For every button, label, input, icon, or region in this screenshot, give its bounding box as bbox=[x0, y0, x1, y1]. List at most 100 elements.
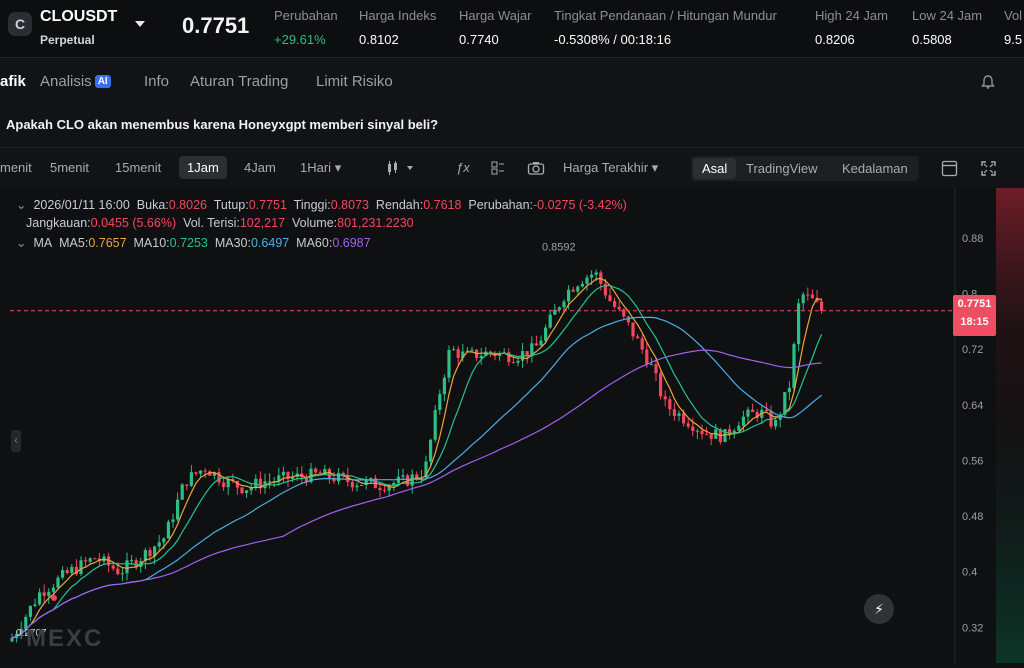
stat-label: Vol bbox=[1004, 8, 1023, 23]
candle-body bbox=[649, 364, 653, 366]
candle-body bbox=[654, 364, 658, 374]
ma-title: MA bbox=[33, 236, 53, 250]
candle-body bbox=[93, 558, 97, 560]
range-value: 0.0455 (5.66%) bbox=[90, 216, 177, 230]
indicator-icon[interactable]: ƒx bbox=[456, 160, 470, 175]
candle-body bbox=[38, 592, 42, 605]
panel-layout-icon[interactable] bbox=[941, 160, 958, 177]
interval-1h[interactable]: 1Jam bbox=[179, 156, 227, 179]
candle-body bbox=[511, 362, 515, 364]
view-depth[interactable]: Kedalaman bbox=[842, 161, 908, 176]
interval-1d-label: 1Hari bbox=[300, 160, 332, 175]
stat-change: Perubahan +29.61% bbox=[274, 8, 338, 47]
candle-body bbox=[705, 434, 709, 436]
y-tick-label: 0.4 bbox=[962, 567, 977, 579]
candle-body bbox=[74, 566, 78, 574]
ohlc-line-2: Jangkauan:0.0455 (5.66%) Vol. Terisi:102… bbox=[16, 214, 627, 232]
candle-body bbox=[70, 566, 74, 573]
candle-body bbox=[700, 430, 704, 435]
candle-body bbox=[176, 499, 180, 520]
close-value: 0.7751 bbox=[248, 198, 287, 212]
candle-body bbox=[442, 377, 446, 395]
tab-chart[interactable]: afik bbox=[0, 73, 26, 90]
stat-value: 0.5808 bbox=[912, 32, 952, 47]
candle-body bbox=[447, 349, 451, 378]
price-type-select[interactable]: Harga Terakhir ▾ bbox=[563, 160, 659, 175]
view-tradingview[interactable]: TradingView bbox=[746, 161, 818, 176]
candle-body bbox=[516, 360, 520, 363]
interval-15m[interactable]: 15menit bbox=[115, 160, 162, 175]
tab-trading-rules[interactable]: Aturan Trading bbox=[190, 73, 289, 90]
bell-icon[interactable] bbox=[980, 74, 996, 90]
low-marker-label: 0.2707 bbox=[16, 628, 47, 639]
candle-body bbox=[452, 349, 456, 351]
tab-info[interactable]: Info bbox=[144, 73, 170, 90]
candle-body bbox=[539, 340, 543, 346]
symbol-name[interactable]: CLOUSDT bbox=[40, 8, 118, 25]
view-original[interactable]: Asal bbox=[693, 158, 737, 179]
candle-type-icon[interactable] bbox=[386, 160, 416, 176]
stat-label: Tingkat Pendanaan / Hitungan Mundur bbox=[554, 8, 777, 23]
candle-body bbox=[723, 429, 727, 442]
candle-body bbox=[686, 423, 690, 427]
bar-time: 2026/01/11 16:00 bbox=[33, 198, 130, 212]
candle-body bbox=[810, 294, 814, 299]
interval-5m[interactable]: 5menit bbox=[50, 160, 90, 175]
interval-1d[interactable]: 1Hari ▾ bbox=[300, 160, 342, 175]
y-tick-label: 0.56 bbox=[962, 455, 983, 467]
candle-body bbox=[410, 474, 414, 486]
stat-funding-rate: Tingkat Pendanaan / Hitungan Mundur -0.5… bbox=[554, 8, 777, 47]
candle-body bbox=[507, 352, 511, 363]
ma30-value: 0.6497 bbox=[250, 236, 290, 250]
tab-risk-limit[interactable]: Limit Risiko bbox=[316, 73, 393, 90]
stat-volume: Vol 9.5 bbox=[1004, 8, 1024, 47]
candle-body bbox=[672, 409, 676, 416]
y-tick-label: 0.88 bbox=[962, 233, 983, 245]
volume-label: Volume: bbox=[291, 216, 338, 230]
candle-body bbox=[281, 471, 285, 476]
candle-body bbox=[806, 294, 810, 296]
candle-body bbox=[553, 309, 557, 315]
candle-body bbox=[332, 478, 336, 482]
candle-body bbox=[33, 604, 37, 606]
candle-body bbox=[622, 309, 626, 317]
layout-icon[interactable] bbox=[490, 160, 506, 176]
ma60-line bbox=[11, 349, 822, 639]
contract-type: Perpetual bbox=[40, 33, 95, 47]
high-label: Tinggi: bbox=[293, 198, 331, 212]
symbol-dropdown-icon[interactable] bbox=[133, 18, 147, 30]
tab-analysis[interactable]: Analisis AI bbox=[40, 73, 111, 90]
candle-body bbox=[626, 316, 630, 323]
candle-body bbox=[360, 484, 364, 486]
candle-body bbox=[291, 476, 295, 479]
ticker-header: C CLOUSDT Perpetual 0.7751 Perubahan +29… bbox=[0, 0, 1024, 58]
candle-body bbox=[10, 638, 14, 642]
stat-label: Harga Indeks bbox=[359, 8, 437, 23]
candle-body bbox=[143, 549, 147, 562]
stat-high-24h: High 24 Jam 0.8206 bbox=[815, 8, 888, 47]
candle-body bbox=[663, 396, 667, 400]
interval-4h[interactable]: 4Jam bbox=[244, 160, 276, 175]
filled-value: 102,217 bbox=[239, 216, 286, 230]
y-tick-label: 0.72 bbox=[962, 344, 983, 356]
y-tick-label: 0.32 bbox=[962, 622, 983, 634]
candle-body bbox=[636, 336, 640, 339]
interval-1m[interactable]: menit bbox=[0, 160, 32, 175]
candle-body bbox=[61, 570, 65, 578]
candle-body bbox=[709, 434, 713, 439]
candle-body bbox=[787, 388, 791, 393]
candle-body bbox=[668, 399, 672, 410]
fullscreen-icon[interactable] bbox=[980, 160, 997, 177]
collapse-left-icon[interactable]: ‹ bbox=[11, 430, 21, 452]
kline-chart[interactable]: 0.880.80.720.640.560.480.40.320.24 0.859… bbox=[0, 188, 1024, 663]
ma30-label: MA30: bbox=[214, 236, 251, 250]
candlestick-chart[interactable]: 0.880.80.720.640.560.480.40.320.24 0.859… bbox=[0, 188, 1024, 663]
candle-body bbox=[268, 481, 272, 483]
info-tabs: afik Analisis AI Info Aturan Trading Limi… bbox=[0, 58, 1024, 106]
ai-question-banner[interactable]: Apakah CLO akan menembus karena Honeyxgp… bbox=[0, 106, 1024, 146]
lightning-icon[interactable]: ⚡ bbox=[864, 594, 894, 624]
candle-body bbox=[323, 469, 327, 474]
camera-icon[interactable] bbox=[527, 160, 545, 176]
candle-body bbox=[479, 355, 483, 359]
coin-logo: C bbox=[8, 12, 32, 36]
